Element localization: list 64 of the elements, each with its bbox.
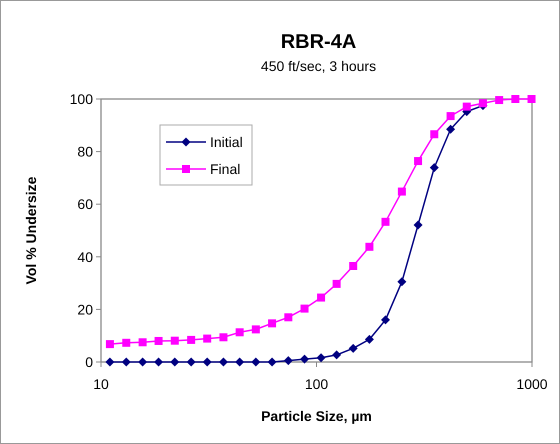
legend-label: Final <box>210 161 240 177</box>
point <box>398 188 406 196</box>
point <box>219 333 228 342</box>
point <box>332 350 342 360</box>
point <box>446 112 455 120</box>
point <box>138 358 148 366</box>
point <box>381 218 390 226</box>
point <box>268 319 276 328</box>
point <box>170 336 179 345</box>
point <box>430 163 439 172</box>
point <box>203 334 212 343</box>
point <box>414 220 423 230</box>
point <box>236 328 244 336</box>
y-tick-label: 0 <box>85 354 94 370</box>
point <box>316 353 326 362</box>
chart-subtitle: 450 ft/sec, 3 hours <box>260 58 376 74</box>
legend-label: Initial <box>210 134 243 150</box>
y-tick-label: 60 <box>77 196 94 212</box>
point <box>202 358 212 366</box>
x-tick-label: 1000 <box>516 376 548 392</box>
point <box>268 358 277 366</box>
point <box>154 358 164 366</box>
point <box>495 96 504 104</box>
point <box>138 338 147 346</box>
point <box>284 356 293 366</box>
point <box>348 344 358 353</box>
point <box>122 338 130 347</box>
point <box>511 95 520 103</box>
x-tick-label: 10 <box>93 376 109 392</box>
x-tick-label: 100 <box>304 376 328 392</box>
point <box>170 358 180 366</box>
point <box>187 336 196 344</box>
point <box>186 358 196 366</box>
y-tick-label: 80 <box>77 144 94 160</box>
x-axis-title: Particle Size, µm <box>261 408 372 424</box>
point <box>300 304 309 313</box>
y-tick-label: 100 <box>70 91 94 107</box>
y-tick-label: 40 <box>77 248 94 265</box>
point <box>349 262 358 270</box>
point <box>106 340 114 348</box>
point <box>332 280 341 288</box>
point <box>430 130 438 138</box>
point <box>397 277 406 286</box>
point <box>252 325 260 334</box>
y-axis-title: Vol % Undersize <box>23 176 39 284</box>
point <box>528 95 536 103</box>
point <box>154 336 163 345</box>
point <box>446 124 456 134</box>
point <box>105 358 114 366</box>
point <box>365 242 374 251</box>
point <box>317 294 326 302</box>
y-tick-label: 20 <box>77 301 94 318</box>
point <box>478 99 487 108</box>
point <box>218 358 228 366</box>
point <box>300 354 310 364</box>
point <box>364 334 374 344</box>
chart-title: RBR-4A <box>280 31 356 53</box>
point <box>414 157 422 166</box>
point <box>235 358 244 366</box>
point <box>122 358 131 366</box>
point <box>284 313 292 322</box>
point <box>251 358 260 366</box>
point <box>462 102 471 111</box>
point <box>380 315 390 324</box>
